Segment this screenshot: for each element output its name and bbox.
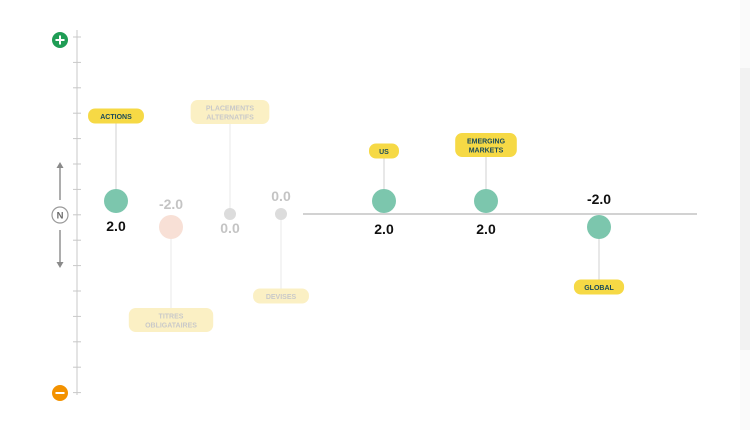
label-pill	[190, 100, 270, 124]
neutral-label: N	[57, 211, 64, 222]
value-label: 0.0	[271, 188, 291, 204]
scale-ticks	[73, 36, 81, 394]
label-pill	[128, 308, 214, 332]
label-text: MARKETS	[469, 148, 504, 155]
vertical-scale	[73, 30, 81, 395]
label-text: US	[379, 149, 389, 156]
data-point[interactable]: ACTIONS 2.0	[88, 108, 144, 235]
label-text: EMERGING	[467, 139, 506, 146]
value-label: -2.0	[587, 191, 611, 207]
label-pill	[455, 133, 517, 157]
label-text: TITRES	[159, 314, 184, 321]
value-label: 2.0	[374, 221, 394, 237]
minus-button[interactable]	[52, 385, 68, 401]
value-dot[interactable]	[275, 208, 287, 220]
value-dot[interactable]	[372, 189, 396, 213]
category-label: US	[369, 143, 399, 159]
category-label: PLACEMENTS ALTERNATIFS	[190, 100, 270, 124]
label-pill	[369, 143, 399, 159]
value-dot[interactable]	[587, 215, 611, 239]
label-text: ACTIONS	[100, 114, 132, 121]
label-text: GLOBAL	[584, 285, 614, 292]
value-label: 2.0	[106, 218, 126, 234]
plus-button[interactable]	[52, 32, 68, 48]
side-panel-edge	[740, 68, 750, 350]
data-point[interactable]: GLOBAL -2.0	[573, 191, 625, 295]
value-label: -2.0	[159, 196, 183, 212]
arrow-down-icon	[56, 230, 64, 268]
value-label: 2.0	[476, 221, 496, 237]
label-pill	[253, 288, 309, 304]
label-text: OBLIGATAIRES	[145, 323, 197, 330]
data-point[interactable]: TITRES OBLIGATAIRES -2.0	[128, 196, 214, 332]
neutral-marker: N	[51, 206, 69, 224]
arrow-up-icon	[56, 162, 64, 200]
label-text: ALTERNATIFS	[206, 115, 254, 122]
data-points: ACTIONS 2.0 TITRES OBLIGATAIRES -2.0 PLACEMEN…	[88, 100, 625, 332]
category-label: EMERGING MARKETS	[455, 133, 517, 157]
value-label: 0.0	[220, 220, 240, 236]
label-pill	[88, 108, 144, 124]
data-point[interactable]: EMERGING MARKETS 2.0	[455, 133, 517, 237]
value-dot[interactable]	[159, 215, 183, 239]
label-pill	[573, 279, 625, 295]
data-point[interactable]: DEVISES 0.0	[253, 188, 309, 304]
value-dot[interactable]	[474, 189, 498, 213]
category-label: TITRES OBLIGATAIRES	[128, 308, 214, 332]
category-label: DEVISES	[253, 288, 309, 304]
label-text: DEVISES	[266, 294, 297, 301]
data-point[interactable]: US 2.0	[369, 143, 399, 238]
value-dot[interactable]	[104, 189, 128, 213]
category-label: ACTIONS	[88, 108, 144, 124]
data-point[interactable]: PLACEMENTS ALTERNATIFS 0.0	[190, 100, 270, 236]
category-label: GLOBAL	[573, 279, 625, 295]
value-dot[interactable]	[224, 208, 236, 220]
plus-icon[interactable]	[55, 35, 65, 45]
label-text: PLACEMENTS	[206, 106, 255, 113]
